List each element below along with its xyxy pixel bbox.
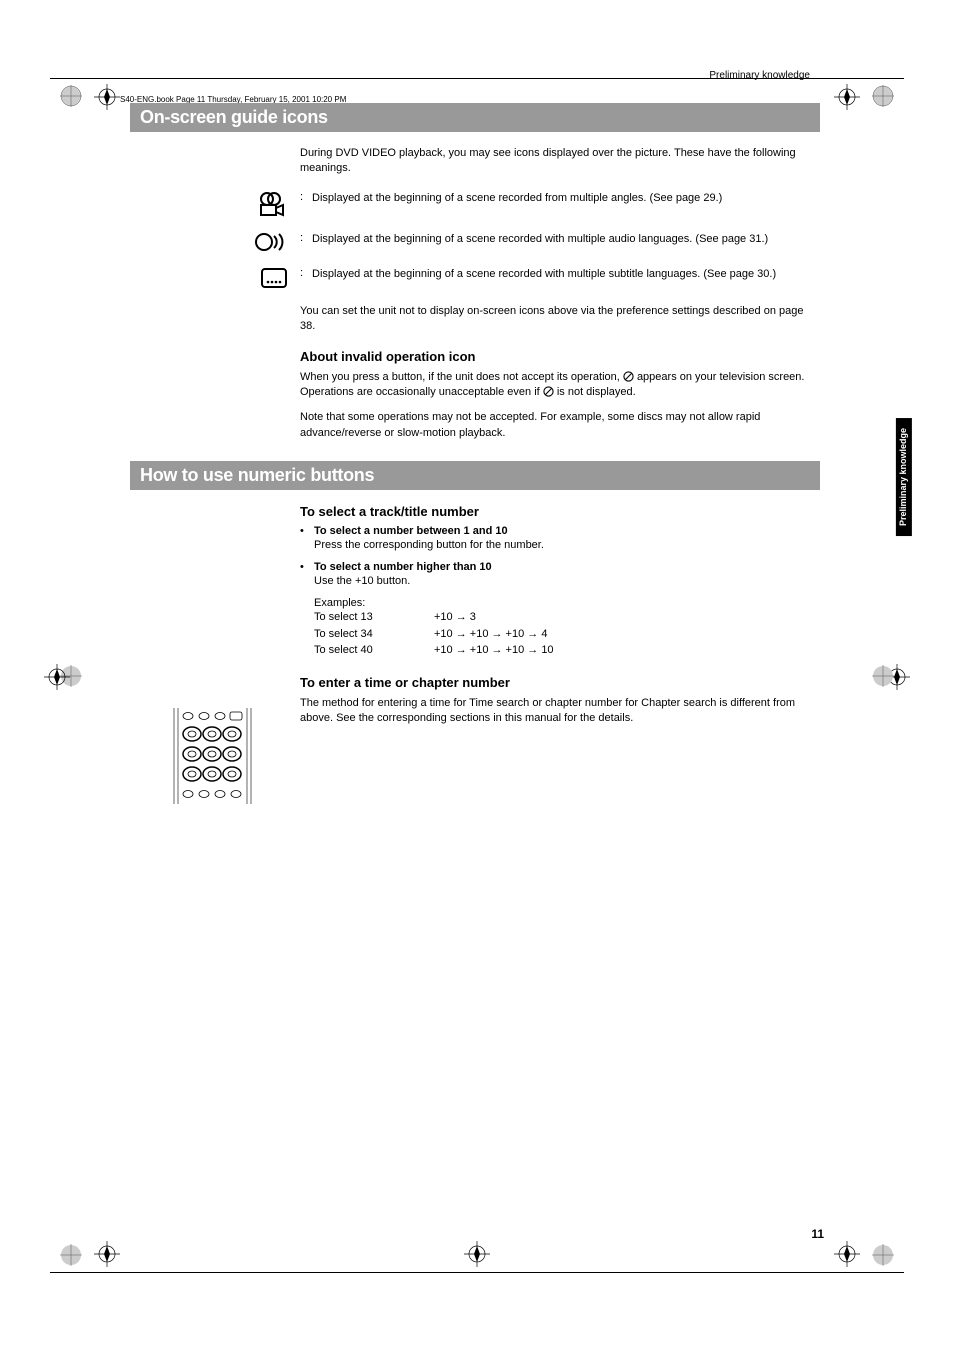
registration-mark-icon xyxy=(872,1244,894,1266)
print-rule-bottom xyxy=(50,1272,904,1273)
enter-time-heading: To enter a time or chapter number xyxy=(300,675,820,690)
examples-label: Examples: xyxy=(314,597,820,609)
page-content: Preliminary knowledge On-screen guide ic… xyxy=(130,70,820,740)
crop-mark-icon xyxy=(464,1241,490,1267)
select-track-heading: To select a track/title number xyxy=(300,504,820,519)
bullet-1to10: • To select a number between 1 and 10 Pr… xyxy=(300,525,820,551)
crop-mark-icon xyxy=(94,1241,120,1267)
invalid-line2: Note that some operations may not be acc… xyxy=(300,410,820,441)
crop-mark-icon xyxy=(834,1241,860,1267)
invalid-op-body: When you press a button, if the unit doe… xyxy=(300,370,820,442)
bullet-dot: • xyxy=(300,561,314,573)
example-label: To select 34 xyxy=(314,626,434,643)
audio-language-icon xyxy=(254,232,288,255)
bullet-over10-title: To select a number higher than 10 xyxy=(314,561,492,573)
example-sequence: +10 → +10 → +10 → 4 xyxy=(434,626,547,643)
subtitle-icon xyxy=(260,267,288,292)
crop-mark-icon xyxy=(834,84,860,110)
colon-separator: : xyxy=(300,191,312,203)
registration-mark-icon xyxy=(60,85,82,107)
section-heading-icons: On-screen guide icons xyxy=(130,103,820,132)
note-paragraph: You can set the unit not to display on-s… xyxy=(300,304,820,335)
angle-description: Displayed at the beginning of a scene re… xyxy=(312,191,820,206)
invalid-text-1a: When you press a button, if the unit doe… xyxy=(300,371,623,383)
example-row: To select 13 +10 → 3 xyxy=(314,609,820,626)
example-label: To select 40 xyxy=(314,642,434,659)
intro-paragraph: During DVD VIDEO playback, you may see i… xyxy=(300,146,820,177)
invalid-text-1c: is not displayed. xyxy=(557,386,636,398)
enter-time-paragraph: The method for entering a time for Time … xyxy=(300,696,820,727)
example-row: To select 34 +10 → +10 → +10 → 4 xyxy=(314,626,820,643)
bullet-dot: • xyxy=(300,525,314,537)
example-row: To select 40 +10 → +10 → +10 → 10 xyxy=(314,642,820,659)
invalid-op-heading: About invalid operation icon xyxy=(300,349,820,364)
section-heading-numeric: How to use numeric buttons xyxy=(130,461,820,490)
icon-note: You can set the unit not to display on-s… xyxy=(300,304,820,335)
registration-mark-icon xyxy=(60,1244,82,1266)
audio-description: Displayed at the beginning of a scene re… xyxy=(312,232,820,247)
side-tab: Preliminary knowledge xyxy=(896,418,912,536)
bullet-1to10-body: Press the corresponding button for the n… xyxy=(314,539,820,551)
crop-mark-icon xyxy=(94,84,120,110)
icon-row-audio: : Displayed at the beginning of a scene … xyxy=(130,232,820,255)
colon-separator: : xyxy=(300,232,312,244)
colon-separator: : xyxy=(300,267,312,279)
prohibit-icon xyxy=(543,386,554,397)
icon-row-subtitle: : Displayed at the beginning of a scene … xyxy=(130,267,820,292)
example-sequence: +10 → 3 xyxy=(434,609,476,626)
enter-time-body: The method for entering a time for Time … xyxy=(300,696,820,727)
registration-mark-icon xyxy=(872,85,894,107)
bullet-over10: • To select a number higher than 10 Use … xyxy=(300,561,820,587)
page-number: 11 xyxy=(811,1227,824,1241)
remote-numeric-pad-icon xyxy=(170,706,255,806)
running-header: Preliminary knowledge xyxy=(130,70,820,81)
subtitle-description: Displayed at the beginning of a scene re… xyxy=(312,267,820,282)
icon-row-angles: : Displayed at the beginning of a scene … xyxy=(130,191,820,220)
camera-angle-icon xyxy=(258,191,288,220)
prohibit-icon xyxy=(623,371,634,382)
crop-mark-icon xyxy=(44,664,70,690)
examples-block: Examples: To select 13 +10 → 3 To select… xyxy=(314,597,820,659)
example-sequence: +10 → +10 → +10 → 10 xyxy=(434,642,554,659)
bullet-over10-body: Use the +10 button. xyxy=(314,575,820,587)
example-label: To select 13 xyxy=(314,609,434,626)
intro-text: During DVD VIDEO playback, you may see i… xyxy=(300,146,820,177)
registration-mark-icon xyxy=(872,665,894,687)
invalid-line1: When you press a button, if the unit doe… xyxy=(300,370,820,401)
bullet-1to10-title: To select a number between 1 and 10 xyxy=(314,525,508,537)
